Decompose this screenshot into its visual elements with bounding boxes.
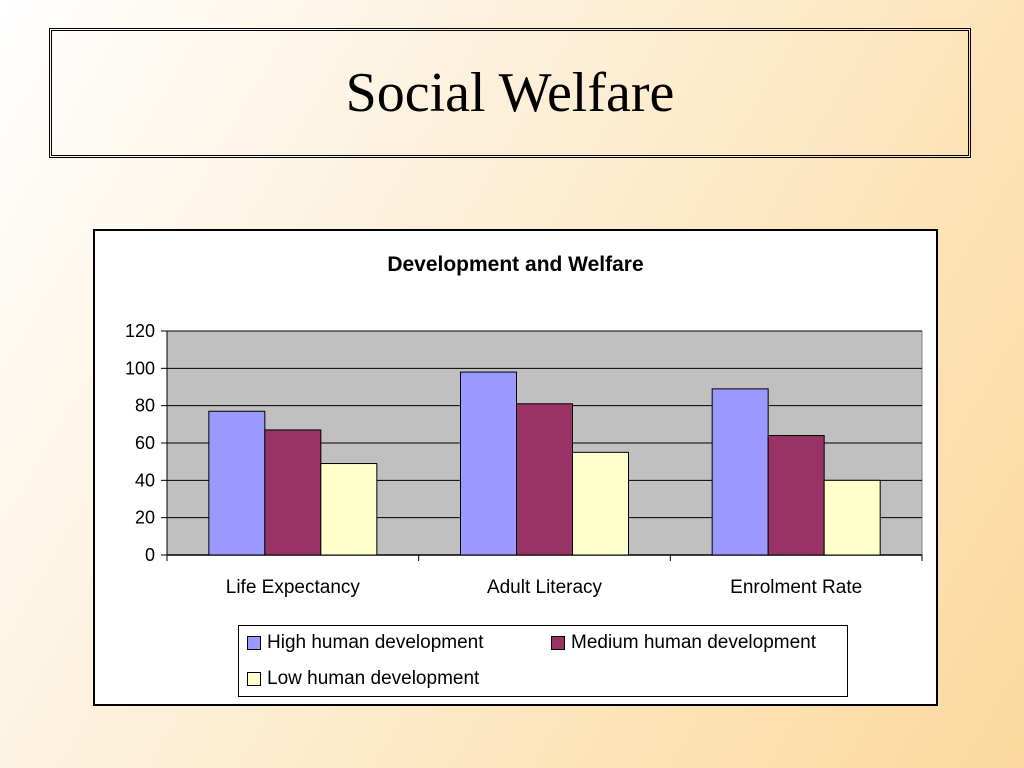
x-tick-label: Life Expectancy [226, 577, 361, 598]
bar-medium-1 [516, 403, 573, 556]
y-tick-label: 20 [135, 508, 155, 528]
bar-medium-2 [767, 435, 825, 556]
chart-frame: Development and Welfare 0 20 40 60 80 100 120 L… [93, 229, 938, 706]
bar-low-1 [572, 451, 629, 556]
y-tick-label: 100 [125, 358, 155, 378]
legend-swatch-high [247, 636, 261, 650]
x-tick-label: Enrolment Rate [730, 577, 862, 598]
slide-title-box: Social Welfare [49, 28, 971, 158]
y-tick-label: 0 [145, 545, 155, 565]
legend-item-medium: Medium human development [551, 632, 816, 654]
y-tick-label: 40 [135, 470, 155, 490]
y-tick-label: 60 [135, 433, 155, 453]
chart-legend: High human development Medium human deve… [238, 625, 848, 697]
x-tick-label: Adult Literacy [487, 577, 603, 598]
bar-low-0 [320, 463, 378, 556]
bar-high-0 [208, 410, 266, 556]
legend-swatch-medium [551, 636, 565, 650]
legend-label-medium: Medium human development [571, 632, 817, 653]
legend-label-high: High human development [267, 632, 484, 653]
bar-low-2 [823, 479, 881, 556]
legend-item-high: High human development [247, 632, 484, 654]
y-tick-label: 80 [135, 396, 155, 416]
legend-swatch-low [247, 672, 261, 686]
bar-chart: 0 20 40 60 80 100 120 Life Expectancy Adult Lite… [125, 321, 923, 598]
y-tick-label: 120 [125, 321, 155, 341]
bar-high-2 [711, 388, 769, 556]
legend-item-low: Low human development [247, 668, 479, 690]
slide-title: Social Welfare [345, 62, 675, 124]
chart-title: Development and Welfare [387, 253, 644, 276]
legend-label-low: Low human development [267, 668, 480, 689]
bar-high-1 [460, 371, 517, 556]
bar-medium-0 [264, 429, 322, 556]
